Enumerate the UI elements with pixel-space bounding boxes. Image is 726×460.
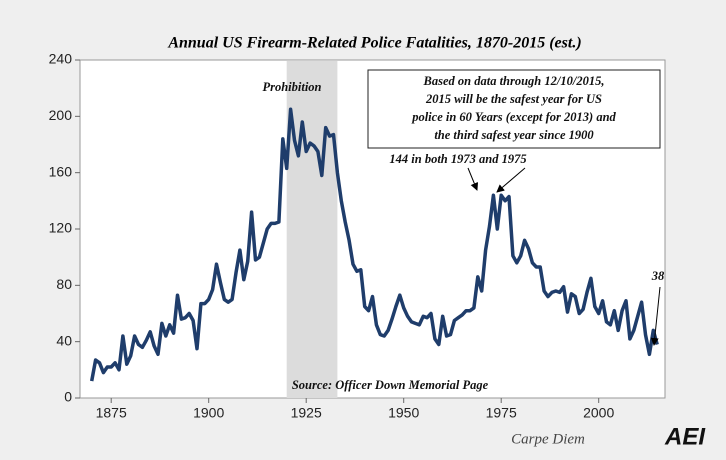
data-line [89, 107, 659, 382]
peak-note: 144 in both 1973 and 1975 [389, 152, 526, 166]
source: Source: Officer Down Memorial Page [292, 378, 489, 392]
shaded-period [286, 61, 338, 398]
y-tick-label: 160 [49, 163, 73, 179]
last-note: 38 [651, 269, 665, 283]
x-tick-label: 1950 [388, 405, 419, 421]
chart-title: Annual US Firearm-Related Police Fatalit… [167, 35, 581, 52]
x-tick-label: 1900 [193, 405, 224, 421]
footer: Carpe Diem [511, 431, 585, 447]
note-line: 2015 will be the safest year for US [425, 92, 602, 106]
arrow [650, 286, 661, 346]
y-tick-label: 80 [56, 276, 72, 292]
note-line: the third safest year since 1900 [434, 128, 594, 142]
y-tick-label: 200 [49, 107, 73, 123]
y-tick-label: 0 [64, 389, 72, 405]
y-tick-label: 40 [56, 332, 72, 348]
arrow [496, 167, 526, 193]
shaded-label: Prohibition [262, 80, 321, 94]
x-tick-label: 1875 [96, 405, 127, 421]
x-tick-label: 1975 [486, 405, 517, 421]
note-line: Based on data through 12/10/2015, [423, 74, 605, 88]
y-tick-label: 240 [49, 51, 73, 67]
x-tick-label: 2000 [583, 405, 614, 421]
x-tick-label: 1925 [291, 405, 322, 421]
note-line: police in 60 Years (except for 2013) and [411, 110, 616, 124]
arrow [467, 167, 479, 191]
logo: AEI [664, 423, 706, 450]
y-tick-label: 120 [49, 220, 73, 236]
note-box [367, 69, 661, 149]
